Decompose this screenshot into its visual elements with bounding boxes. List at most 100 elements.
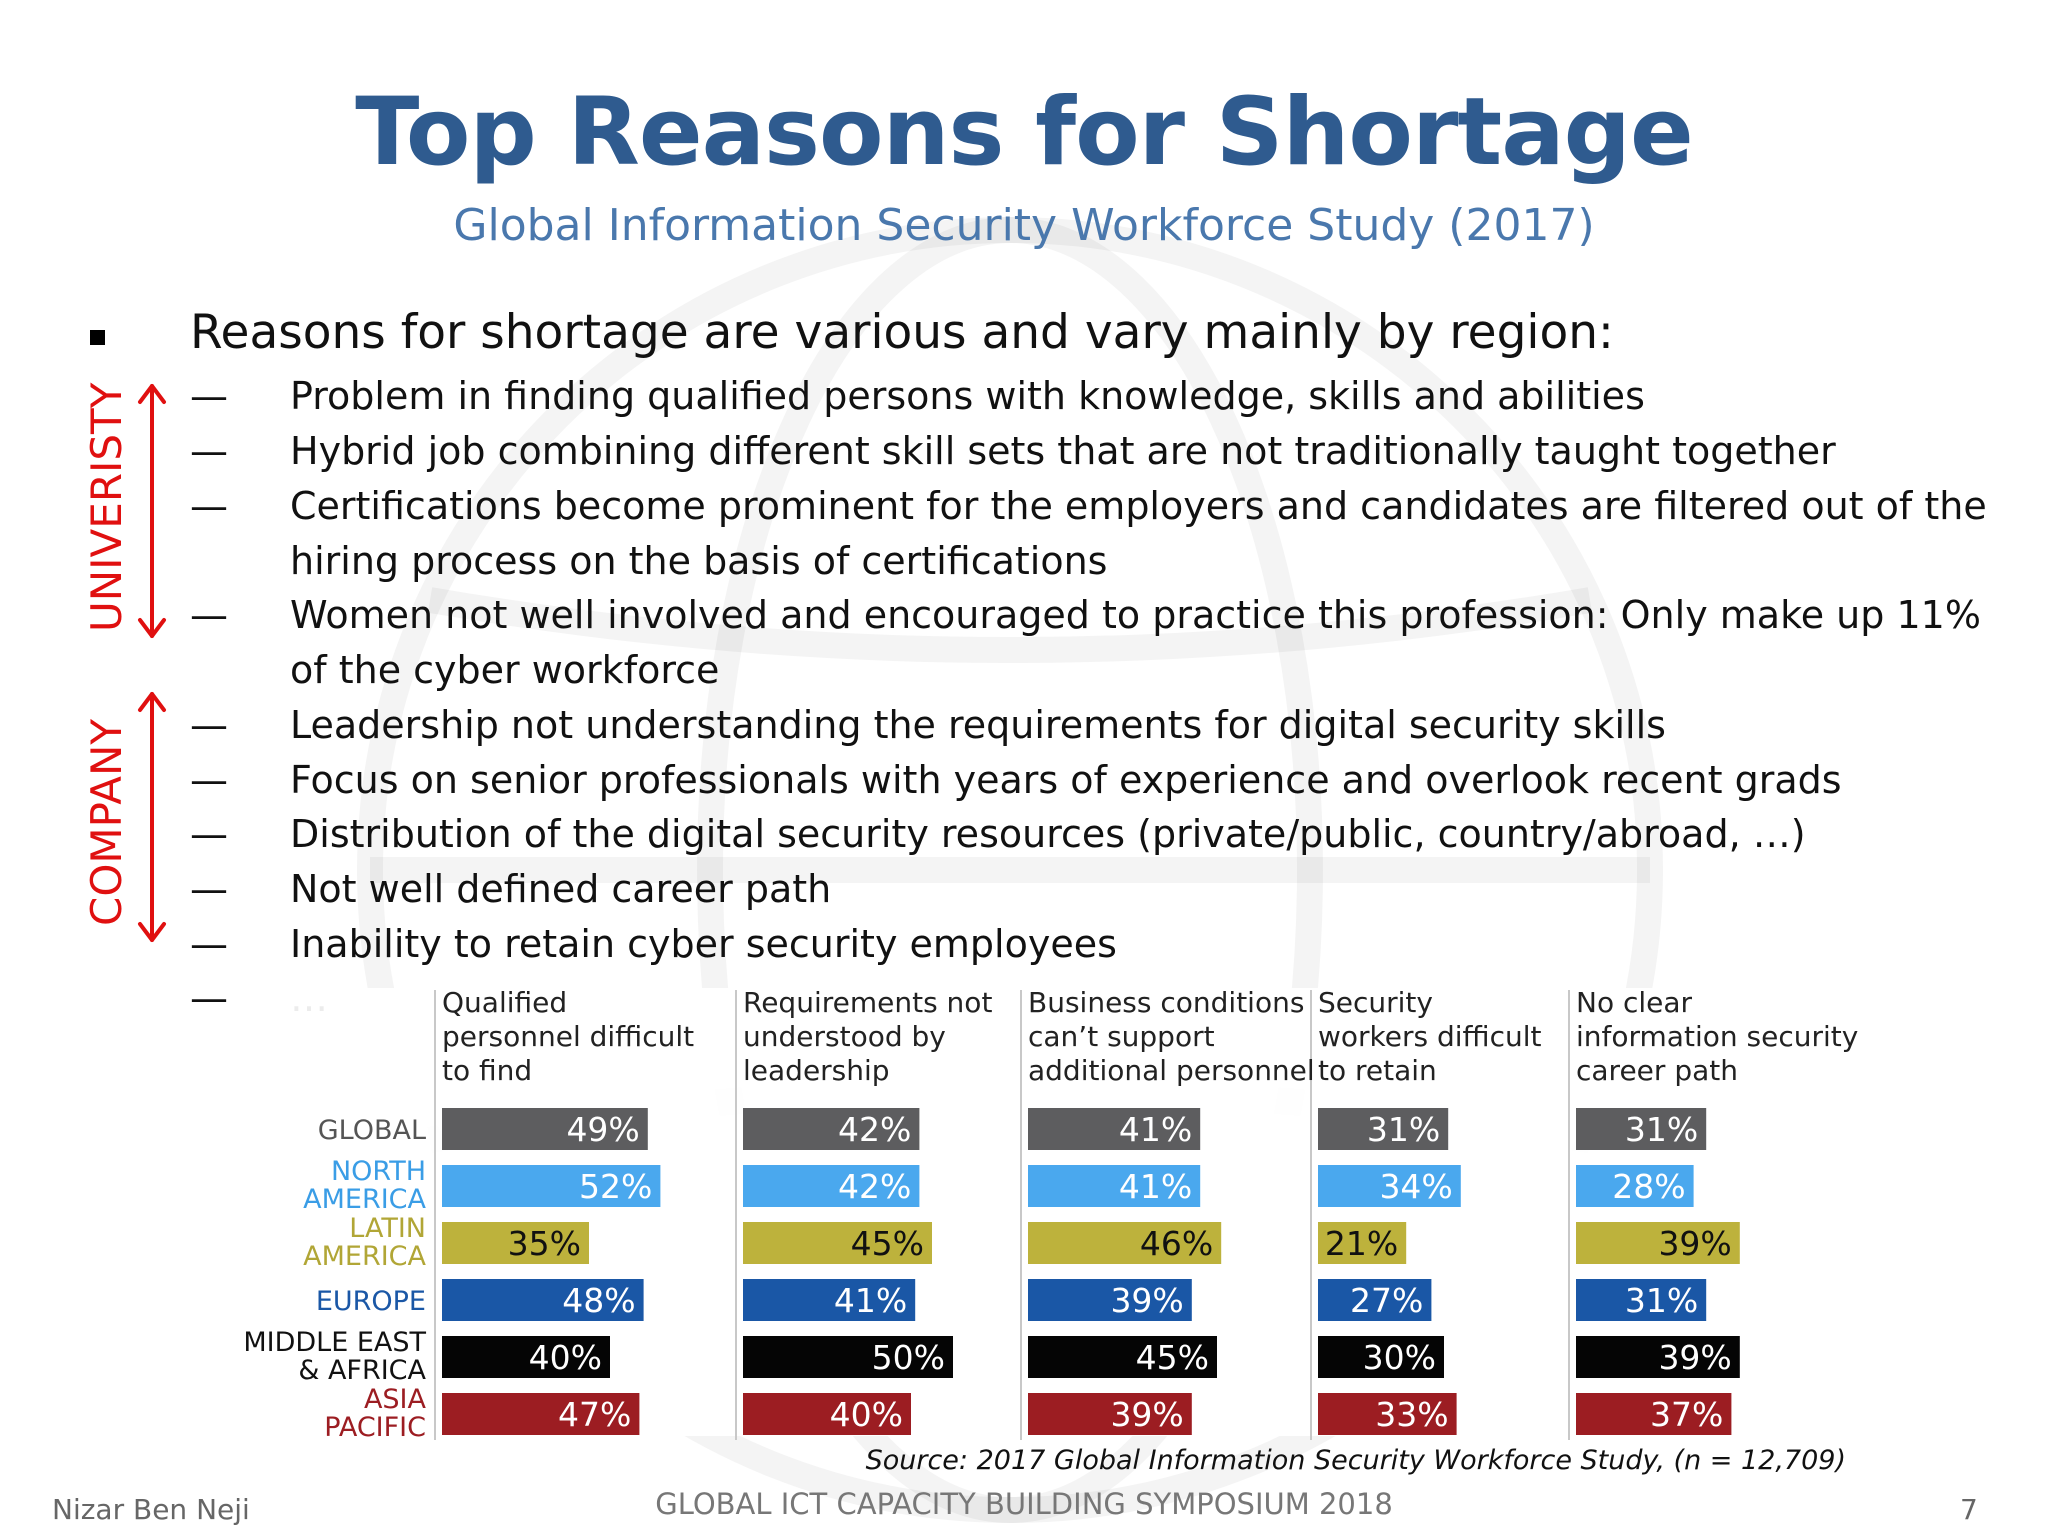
bar-value-r3-p1: 35% (508, 1224, 581, 1263)
bar-r4-p4 (1318, 1279, 1432, 1321)
bar-value-r2-p2: 42% (838, 1167, 911, 1206)
dash-icon: — (190, 922, 228, 966)
bar-value-r5-p4: 30% (1363, 1338, 1436, 1377)
bar-r3-p3 (1028, 1222, 1222, 1264)
bar-r1-p1 (442, 1108, 648, 1150)
bar-r3-p2 (743, 1222, 932, 1264)
reason-item: — Certifications become prominent for the… (190, 484, 1987, 528)
bar-value-r4-p3: 39% (1110, 1281, 1183, 1320)
reason-item: — Focus on senior professionals with year… (190, 758, 1842, 802)
dash-icon: — (190, 484, 228, 528)
bar-value-r3-p3: 46% (1140, 1224, 1213, 1263)
bar-value-r5-p1: 40% (529, 1338, 602, 1377)
bar-r3-p1 (442, 1222, 589, 1264)
bar-r4-p3 (1028, 1279, 1192, 1321)
bar-r2-p2 (743, 1165, 920, 1207)
reason-item: — Not well defined career path (190, 867, 832, 911)
dash-icon: — (190, 374, 228, 418)
region-label-1: GLOBAL (318, 1115, 426, 1146)
chart-source-note: Source: 2017 Global Information Security… (866, 1445, 1846, 1476)
slide-subtitle: Global Information Security Workforce St… (453, 200, 1595, 251)
bar-r1-p4 (1318, 1108, 1449, 1150)
reason-item: — Problem in finding qualified persons wi… (190, 374, 1645, 418)
bar-r2-p5 (1576, 1165, 1694, 1207)
bar-value-r3-p2: 45% (851, 1224, 924, 1263)
bar-r5-p1 (442, 1336, 610, 1378)
panel-header-3: Business conditions can’t support addition… (1028, 986, 1315, 1087)
bar-value-r4-p1: 48% (562, 1281, 635, 1320)
dash-icon: — (190, 867, 228, 911)
bar-r5-p4 (1318, 1336, 1444, 1378)
panel-header-1: Qualified personnel difficult to find (442, 986, 694, 1087)
bar-r5-p3 (1028, 1336, 1217, 1378)
bar-value-r4-p5: 31% (1625, 1281, 1698, 1320)
reason-item: — Leadership not understanding the requir… (190, 703, 1666, 747)
region-label-2: NORTH AMERICA (303, 1156, 426, 1215)
dash-icon: — (190, 429, 228, 473)
reason-item: — Hybrid job combining different skill se… (190, 429, 1836, 473)
bar-r6-p4 (1318, 1393, 1457, 1435)
bar-value-r1-p3: 41% (1119, 1110, 1192, 1149)
panel-header-2: Requirements not understood by leadership (743, 986, 992, 1087)
reason-item: — Inability to retain cyber security empl… (190, 922, 1117, 966)
bar-value-r5-p2: 50% (872, 1338, 945, 1377)
bar-value-r5-p3: 45% (1136, 1338, 1209, 1377)
bar-value-r2-p4: 34% (1379, 1167, 1452, 1206)
bar-value-r6-p1: 47% (558, 1395, 631, 1434)
panel-header-4: Security workers difficult to retain (1318, 986, 1542, 1087)
bar-r3-p4 (1318, 1222, 1407, 1264)
bar-value-r4-p2: 41% (834, 1281, 907, 1320)
reason-item-continuation: hiring process on the basis of certifica… (290, 539, 1108, 583)
bar-r2-p3 (1028, 1165, 1201, 1207)
panel-header-5: No clear information security career path (1576, 986, 1858, 1087)
main-point-text: Reasons for shortage are various and var… (190, 305, 1614, 360)
region-label-4: EUROPE (316, 1286, 426, 1317)
bar-r6-p5 (1576, 1393, 1732, 1435)
bar-r4-p2 (743, 1279, 916, 1321)
bar-value-r2-p1: 52% (579, 1167, 652, 1206)
region-label-5: MIDDLE EAST & AFRICA (243, 1327, 426, 1386)
region-label-3: LATIN AMERICA (303, 1213, 426, 1272)
bar-r6-p2 (743, 1393, 911, 1435)
bar-value-r6-p4: 33% (1375, 1395, 1448, 1434)
bar-r2-p1 (442, 1165, 661, 1207)
bar-value-r6-p2: 40% (830, 1395, 903, 1434)
bar-r1-p5 (1576, 1108, 1707, 1150)
bar-value-r1-p4: 31% (1367, 1110, 1440, 1149)
bar-r1-p2 (743, 1108, 920, 1150)
bar-value-r2-p5: 28% (1612, 1167, 1685, 1206)
dash-icon: — (190, 812, 228, 856)
bar-value-r6-p3: 39% (1110, 1395, 1183, 1434)
bar-value-r5-p5: 39% (1658, 1338, 1731, 1377)
bar-value-r1-p1: 49% (566, 1110, 639, 1149)
reason-item: — Women not well involved and encouraged … (190, 593, 1981, 637)
bar-r6-p3 (1028, 1393, 1192, 1435)
page-number: 7 (1960, 1493, 1978, 1526)
bar-r1-p3 (1028, 1108, 1201, 1150)
bar-value-r2-p3: 41% (1119, 1167, 1192, 1206)
dash-icon: — (190, 703, 228, 747)
dash-icon: — (190, 593, 228, 637)
bar-value-r3-p5: 39% (1658, 1224, 1731, 1263)
bar-r4-p5 (1576, 1279, 1707, 1321)
dash-icon: — (190, 758, 228, 802)
bar-r6-p1 (442, 1393, 640, 1435)
bar-value-r1-p2: 42% (838, 1110, 911, 1149)
bar-r5-p5 (1576, 1336, 1740, 1378)
reason-item: — Distribution of the digital security re… (190, 812, 1806, 856)
dash-icon: — (190, 976, 228, 1020)
footer-author: Nizar Ben Neji (52, 1493, 250, 1526)
bar-value-r4-p4: 27% (1350, 1281, 1423, 1320)
bar-r5-p2 (743, 1336, 953, 1378)
bullet-square-icon (90, 330, 105, 345)
bar-value-r6-p5: 37% (1650, 1395, 1723, 1434)
slide-title: Top Reasons for Shortage (355, 78, 1693, 187)
bar-r3-p5 (1576, 1222, 1740, 1264)
footer-event: GLOBAL ICT CAPACITY BUILDING SYMPOSIUM 2… (655, 1487, 1393, 1521)
bar-r2-p4 (1318, 1165, 1461, 1207)
bar-r4-p1 (442, 1279, 644, 1321)
bar-value-r1-p5: 31% (1625, 1110, 1698, 1149)
bar-value-r3-p4: 21% (1325, 1224, 1398, 1263)
region-label-6: ASIA PACIFIC (324, 1384, 426, 1443)
